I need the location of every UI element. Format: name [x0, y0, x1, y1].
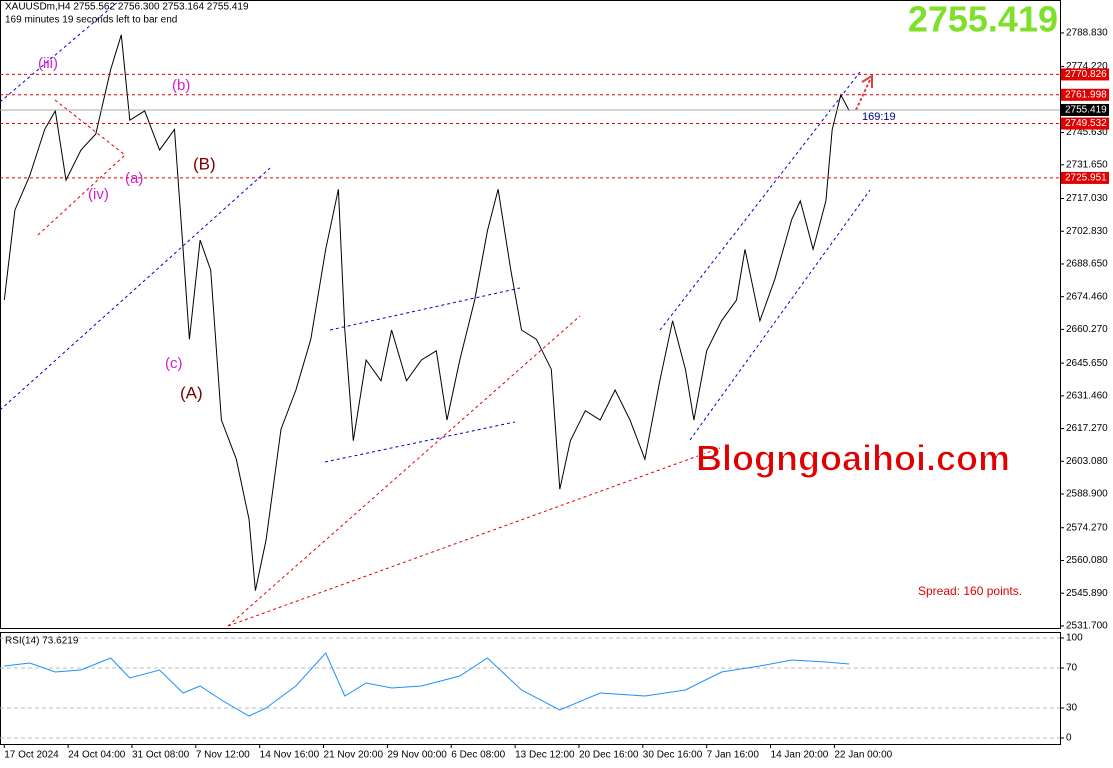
rsi-title: RSI(14) 73.6219 [5, 636, 79, 647]
watermark: Blogngoaihoi.com [696, 438, 1010, 479]
y-tick-label: 2545.890 [1066, 588, 1108, 599]
subtitle: 169 minutes 19 seconds left to bar end [5, 15, 177, 26]
current-price-label: 2755.419 [1065, 105, 1107, 116]
y-tick-label: 2688.650 [1066, 259, 1108, 270]
y-tick-label: 2617.270 [1066, 423, 1108, 434]
y-tick-label: 2702.830 [1066, 226, 1108, 237]
y-tick-label: 2645.650 [1066, 358, 1108, 369]
level-label: 2761.998 [1065, 89, 1107, 100]
x-tick-label: 22 Jan 00:00 [834, 750, 892, 761]
level-box [1061, 171, 1109, 184]
x-tick-label: 14 Nov 16:00 [260, 750, 320, 761]
trendline [329, 287, 521, 331]
trendlines [0, 0, 871, 627]
arrow [855, 79, 871, 111]
y-tick-label: 2774.220 [1066, 61, 1108, 72]
chart-title: XAUUSDm,H4 2755.562 2756.300 2753.164 27… [5, 2, 249, 13]
y-tick-label: 2631.460 [1066, 390, 1108, 401]
x-tick-label: 21 Nov 20:00 [324, 750, 384, 761]
level-box [1061, 117, 1109, 130]
y-tick-label: 2674.460 [1066, 291, 1108, 302]
x-tick-label: 24 Oct 04:00 [68, 750, 126, 761]
main-frame [0, 0, 1061, 629]
spread: Spread: 160 points. [918, 584, 1022, 598]
trendline [0, 0, 121, 103]
x-tick-label: 13 Dec 12:00 [515, 750, 575, 761]
y-tick-label: 2745.630 [1066, 127, 1108, 138]
y-tick-label: 2603.080 [1066, 456, 1108, 467]
x-tick-label: 7 Jan 16:00 [707, 750, 760, 761]
x-tick-label: 29 Nov 00:00 [387, 750, 447, 761]
y-tick-label: 2531.700 [1066, 621, 1108, 632]
y-tick-label: 100 [1066, 633, 1083, 644]
x-tick-label: 17 Oct 2024 [4, 750, 59, 761]
wave-label: (A) [180, 383, 203, 402]
y-tick-label: 0 [1066, 733, 1072, 744]
wave-label: (iii) [38, 55, 58, 72]
arrow-head [861, 74, 873, 88]
y-tick-label: 2731.650 [1066, 159, 1108, 170]
current-price-box [1061, 103, 1109, 116]
y-tick-label: 30 [1066, 703, 1078, 714]
wave-label: (c) [165, 355, 183, 372]
wave-label: (a) [125, 170, 143, 187]
level-box [1061, 68, 1109, 81]
x-tick-label: 6 Dec 08:00 [451, 750, 505, 761]
x-tick-label: 30 Dec 16:00 [643, 750, 703, 761]
trendline [54, 99, 126, 156]
level-box [1061, 88, 1109, 101]
x-tick-label: 7 Nov 12:00 [196, 750, 250, 761]
y-tick-label: 2717.030 [1066, 193, 1108, 204]
x-tick-label: 31 Oct 08:00 [132, 750, 190, 761]
price-line [3, 34, 850, 591]
level-label: 2749.532 [1065, 118, 1107, 129]
price-line [4, 652, 850, 717]
wave-label: (B) [193, 154, 216, 173]
y-tick-label: 2574.270 [1066, 522, 1108, 533]
y-tick-label: 2788.830 [1066, 28, 1108, 39]
rsi-frame [0, 632, 1061, 745]
level-label: 2725.951 [1065, 173, 1107, 184]
x-tick-label: 20 Dec 16:00 [579, 750, 639, 761]
trendline [227, 315, 581, 627]
trendline [324, 421, 516, 463]
price-display: 2755.419 [908, 0, 1058, 40]
trendline [0, 167, 271, 411]
y-tick-label: 70 [1066, 663, 1078, 674]
trendline [659, 71, 861, 331]
y-tick-label: 2560.080 [1066, 555, 1108, 566]
trendline [37, 154, 126, 236]
wave-label: (iv) [88, 186, 109, 203]
x-tick-label: 14 Jan 20:00 [771, 750, 829, 761]
countdown: 169:19 [862, 111, 896, 123]
level-label: 2770.826 [1065, 69, 1107, 80]
y-tick-label: 2588.900 [1066, 489, 1108, 500]
y-tick-label: 2660.270 [1066, 324, 1108, 335]
wave-label: (b) [172, 77, 190, 94]
